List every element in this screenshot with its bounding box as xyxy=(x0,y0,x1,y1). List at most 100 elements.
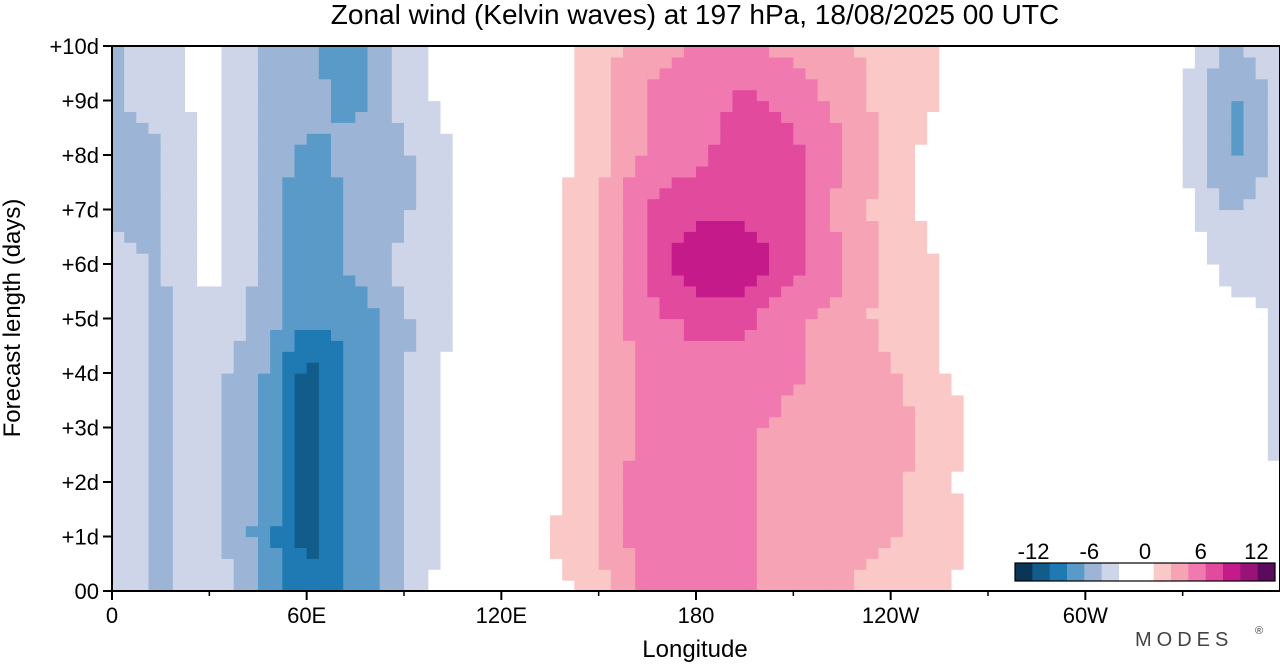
heatmap-cell xyxy=(781,547,794,559)
heatmap-cell xyxy=(1000,351,1013,363)
heatmap-cell xyxy=(1061,100,1074,112)
heatmap-cell xyxy=(1194,133,1208,145)
heatmap-cell xyxy=(988,427,1001,439)
heatmap-cell xyxy=(988,264,1001,276)
heatmap-cell xyxy=(720,416,734,429)
heatmap-cell xyxy=(769,144,782,156)
heatmap-cell xyxy=(915,394,928,407)
heatmap-cell xyxy=(233,122,247,134)
heatmap-cell xyxy=(902,383,916,396)
heatmap-cell xyxy=(452,405,466,418)
heatmap-cell xyxy=(1085,187,1099,200)
heatmap-cell xyxy=(306,503,320,516)
heatmap-cell xyxy=(197,471,210,483)
heatmap-cell xyxy=(878,318,892,330)
heatmap-cell xyxy=(975,471,989,483)
heatmap-cell xyxy=(233,198,247,211)
heatmap-cell xyxy=(1061,56,1074,69)
heatmap-cell xyxy=(817,165,831,178)
heatmap-cell xyxy=(902,242,916,254)
heatmap-cell xyxy=(1012,133,1026,145)
heatmap-cell xyxy=(1012,307,1026,320)
heatmap-cell xyxy=(282,242,296,254)
heatmap-cell xyxy=(343,580,356,592)
heatmap-cell xyxy=(282,198,296,211)
heatmap-cell xyxy=(720,144,734,156)
heatmap-cell xyxy=(209,383,223,396)
heatmap-cell xyxy=(732,449,746,461)
heatmap-cell xyxy=(258,340,271,352)
heatmap-cell xyxy=(854,340,867,352)
heatmap-cell xyxy=(452,242,466,254)
heatmap-cell xyxy=(659,438,673,450)
heatmap-cell xyxy=(647,220,661,232)
heatmap-cell xyxy=(659,449,673,461)
heatmap-cell xyxy=(1194,449,1208,461)
heatmap-cell xyxy=(550,547,563,559)
heatmap-cell xyxy=(1243,56,1257,69)
heatmap-cell xyxy=(647,547,661,559)
heatmap-cell xyxy=(1231,438,1245,450)
heatmap-cell xyxy=(245,525,259,538)
heatmap-cell xyxy=(343,536,356,548)
heatmap-cell xyxy=(172,122,186,134)
heatmap-cell xyxy=(829,111,843,123)
heatmap-cell xyxy=(112,78,125,91)
heatmap-cell xyxy=(489,198,502,211)
heatmap-cell xyxy=(391,89,405,102)
heatmap-cell xyxy=(245,155,259,167)
heatmap-cell xyxy=(136,438,150,450)
heatmap-cell xyxy=(1267,111,1280,123)
heatmap-cell xyxy=(635,187,648,200)
heatmap-cell xyxy=(1109,187,1123,200)
heatmap-cell xyxy=(318,427,332,439)
heatmap-cell xyxy=(610,111,624,123)
heatmap-cell xyxy=(744,373,758,385)
heatmap-cell xyxy=(209,209,223,221)
heatmap-cell xyxy=(282,482,296,494)
heatmap-cell xyxy=(221,438,235,450)
heatmap-cell xyxy=(829,242,843,254)
heatmap-cell xyxy=(428,525,442,538)
heatmap-cell xyxy=(148,492,162,505)
heatmap-cell xyxy=(756,89,770,102)
heatmap-cell xyxy=(428,383,442,396)
heatmap-cell xyxy=(416,329,429,341)
heatmap-cell xyxy=(124,264,137,276)
heatmap-cell xyxy=(1267,471,1280,483)
heatmap-cell xyxy=(306,351,320,363)
heatmap-cell xyxy=(160,580,174,592)
heatmap-cell xyxy=(927,67,940,80)
heatmap-cell xyxy=(331,449,344,461)
heatmap-cell xyxy=(1219,340,1232,352)
heatmap-cell xyxy=(975,264,989,276)
heatmap-cell xyxy=(963,187,977,200)
heatmap-cell xyxy=(464,351,478,363)
heatmap-cell xyxy=(318,78,332,91)
heatmap-cell xyxy=(1243,46,1257,58)
heatmap-cell xyxy=(1243,438,1257,450)
heatmap-cell xyxy=(963,525,977,538)
heatmap-cell xyxy=(915,155,928,167)
heatmap-cell xyxy=(1219,525,1232,538)
heatmap-cell xyxy=(525,100,539,112)
heatmap-cell xyxy=(781,460,794,472)
heatmap-cell xyxy=(586,351,600,363)
heatmap-cell xyxy=(258,525,271,538)
heatmap-cell xyxy=(878,176,892,189)
heatmap-cell xyxy=(781,427,794,439)
x-tick-label: 0 xyxy=(106,603,118,628)
heatmap-cell xyxy=(537,155,551,167)
heatmap-cell xyxy=(209,569,223,581)
heatmap-cell xyxy=(902,89,916,102)
heatmap-cell xyxy=(379,176,393,189)
heatmap-cell xyxy=(586,165,600,178)
heatmap-cell xyxy=(221,569,235,581)
heatmap-cell xyxy=(391,492,405,505)
heatmap-cell xyxy=(817,547,831,559)
heatmap-cell xyxy=(343,340,356,352)
heatmap-cell xyxy=(513,144,527,156)
heatmap-cell xyxy=(683,296,697,309)
heatmap-cell xyxy=(404,536,417,548)
heatmap-cell xyxy=(756,525,770,538)
